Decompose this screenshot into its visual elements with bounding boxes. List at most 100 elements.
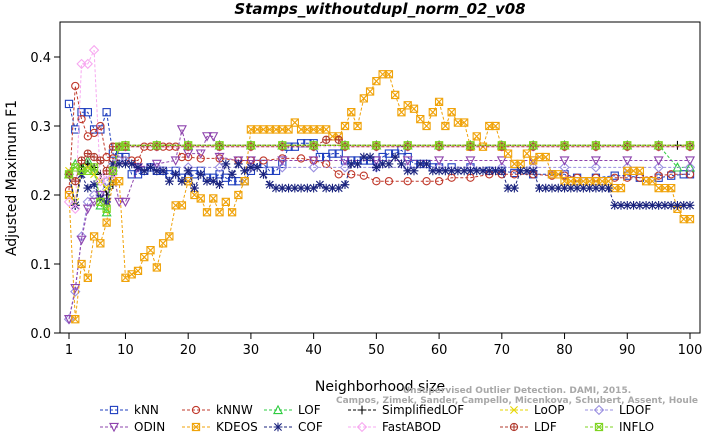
data-point-kdeos	[428, 108, 437, 117]
data-point-cof	[183, 166, 193, 176]
data-point-odin	[63, 315, 75, 325]
legend-marker-cof	[273, 422, 283, 432]
legend-label-odin: ODIN	[134, 420, 165, 434]
data-point-cof	[673, 200, 682, 210]
data-point-kdeos	[365, 87, 375, 96]
legend-item-cof: COF	[264, 420, 323, 434]
data-point-cof	[547, 183, 557, 193]
data-point-knnw	[359, 171, 368, 180]
data-point-kdeos	[409, 104, 419, 113]
x-tick-label: 20	[180, 343, 197, 358]
y-tick-label: 0.2	[30, 189, 51, 204]
data-point-inflo	[102, 204, 111, 213]
series-inflo	[64, 141, 695, 213]
data-point-inflo	[108, 166, 118, 175]
data-point-ldf-ring	[71, 177, 80, 186]
data-point-fastabod	[63, 196, 75, 208]
data-point-odin	[402, 156, 413, 166]
data-point-knnw	[372, 177, 381, 186]
series-layer	[63, 44, 696, 325]
data-point-knnw	[296, 154, 306, 163]
legend-item-lof: LOF	[264, 403, 321, 417]
legend-marker-ldf	[510, 423, 518, 431]
data-point-cof	[654, 200, 664, 210]
data-point-inflo	[591, 141, 601, 150]
data-point-cof	[447, 166, 457, 176]
data-point-odin	[95, 190, 106, 201]
legend-label-knnw: kNNW	[216, 403, 253, 417]
legend-item-kdeos: KDEOS	[182, 420, 258, 434]
data-point-cof	[604, 183, 613, 193]
data-point-cof	[403, 166, 413, 176]
data-point-cof	[578, 183, 588, 193]
legend-item-knnw: kNNW	[182, 403, 253, 417]
legend-item-odin: ODIN	[100, 420, 165, 434]
data-point-knnw	[196, 154, 205, 163]
data-point-kdeos	[372, 77, 381, 86]
data-point-cof	[171, 169, 181, 179]
data-point-knn	[610, 171, 619, 180]
data-point-ldf	[77, 156, 86, 165]
data-point-inflo	[152, 141, 161, 150]
data-point-odin	[151, 159, 162, 170]
y-axis: 0.0 0.1 0.2 0.3 0.4	[30, 51, 60, 342]
data-point-knn	[64, 99, 74, 109]
y-axis-label: Adjusted Maximum F1	[4, 100, 20, 256]
data-point-fastabod	[82, 58, 93, 70]
data-point-kdeos	[89, 232, 99, 241]
data-point-odin	[559, 156, 570, 166]
data-point-knnw	[96, 121, 105, 131]
data-point-cof	[622, 200, 632, 210]
data-point-cof	[560, 183, 569, 193]
x-tick-label: 70	[494, 343, 511, 358]
data-point-inflo	[623, 141, 632, 150]
data-point-cof	[121, 159, 130, 169]
data-point-cof	[666, 200, 676, 210]
data-point-kdeos	[447, 108, 456, 117]
data-point-cof	[509, 183, 519, 193]
data-point-inflo	[89, 163, 99, 172]
data-point-ldf-ring	[77, 156, 86, 165]
data-point-kdeos	[96, 239, 105, 248]
data-point-cof	[679, 200, 689, 210]
data-point-odin	[76, 235, 87, 246]
watermark-line-2: Campos, Zimek, Sander, Campello, Micenko…	[336, 396, 698, 406]
data-point-kdeos	[391, 90, 400, 100]
data-point-cof	[635, 200, 645, 210]
data-point-cof	[152, 166, 162, 176]
data-point-knnw	[434, 177, 444, 186]
data-point-cof	[321, 183, 331, 193]
data-point-cof	[265, 180, 275, 190]
legend-item-ldf: LDF	[500, 420, 557, 434]
data-point-ldof	[590, 162, 602, 173]
data-point-odin	[176, 125, 187, 135]
data-point-ldof	[339, 162, 351, 173]
data-point-knnw	[347, 170, 356, 179]
data-point-kdeos	[140, 252, 149, 262]
data-point-odin	[195, 149, 206, 159]
y-tick-label: 0.4	[30, 51, 51, 66]
data-point-inflo	[685, 141, 695, 150]
data-point-inflo	[215, 141, 224, 150]
data-point-cof	[371, 163, 381, 172]
data-point-kdeos	[165, 232, 174, 241]
data-point-cof	[190, 183, 199, 193]
data-point-cof	[553, 183, 563, 193]
data-point-kdeos	[472, 132, 481, 141]
x-tick-label: 60	[431, 343, 448, 358]
data-point-ldof	[70, 286, 81, 297]
legend-marker-ldof	[593, 404, 605, 416]
data-point-cof	[629, 200, 638, 210]
data-point-odin	[308, 156, 319, 166]
data-point-cof	[484, 166, 494, 176]
data-point-cof	[585, 183, 595, 193]
data-point-kdeos	[158, 239, 168, 248]
data-point-ldf	[71, 177, 79, 185]
data-point-kdeos	[115, 177, 124, 186]
legend-label-lof: LOF	[298, 403, 321, 417]
data-point-cof	[566, 183, 576, 193]
y-tick-label: 0.3	[30, 120, 51, 135]
data-point-kdeos	[522, 149, 532, 158]
data-point-knn	[102, 108, 111, 117]
data-point-cof	[384, 159, 394, 169]
